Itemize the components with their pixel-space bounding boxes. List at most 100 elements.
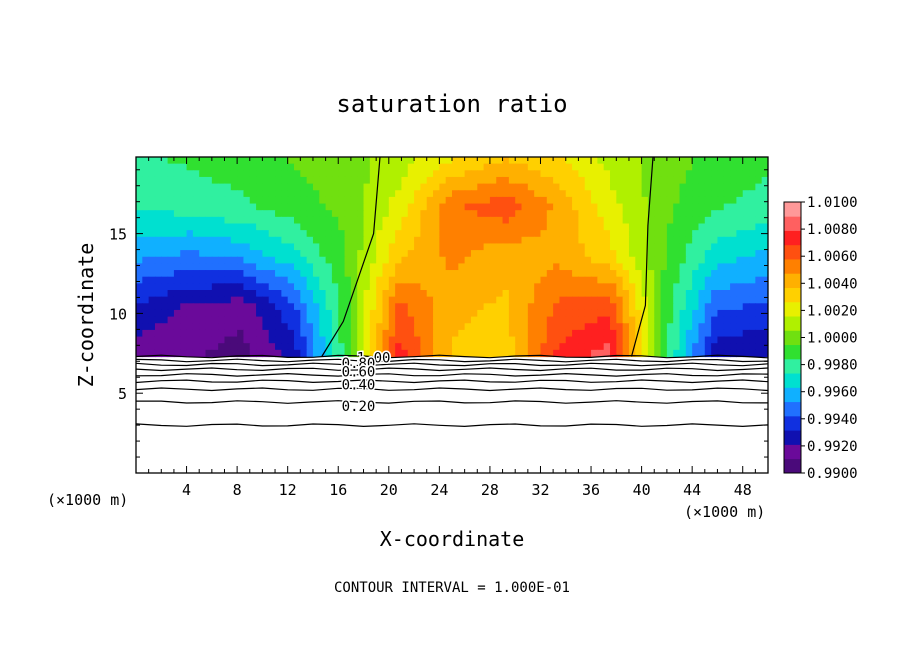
field-cell — [395, 270, 403, 278]
field-cell — [230, 230, 238, 238]
field-cell — [635, 203, 643, 211]
field-cell — [173, 236, 181, 245]
field-cell — [312, 190, 320, 198]
field-cell — [717, 216, 725, 225]
field-cell — [508, 270, 516, 278]
field-cell — [268, 270, 276, 278]
field-cell — [622, 183, 630, 191]
field-cell — [148, 203, 156, 211]
field-cell — [515, 309, 523, 318]
field-cell — [502, 250, 510, 258]
field-cell — [654, 283, 662, 291]
field-cell — [565, 163, 573, 171]
field-cell — [597, 176, 605, 185]
field-cell — [331, 243, 339, 251]
field-cell — [300, 210, 308, 218]
field-cell — [243, 176, 251, 185]
field-cell — [458, 303, 466, 311]
colorbar-swatch — [784, 316, 801, 331]
field-cell — [199, 196, 207, 205]
field-cell — [603, 316, 611, 324]
field-cell — [610, 176, 617, 185]
field-cell — [660, 157, 668, 165]
field-cell — [433, 303, 440, 311]
field-cell — [508, 176, 516, 185]
field-cell — [660, 263, 668, 271]
field-cell — [527, 163, 535, 171]
field-cell — [761, 316, 768, 324]
field-cell — [237, 276, 245, 284]
field-cell — [407, 276, 415, 284]
field-cell — [300, 183, 308, 191]
field-cell — [458, 196, 466, 205]
field-cell — [433, 203, 440, 211]
field-cell — [477, 283, 485, 291]
field-cell — [458, 183, 466, 191]
field-cell — [319, 250, 327, 258]
field-cell — [591, 343, 598, 351]
field-cell — [319, 309, 327, 318]
field-cell — [565, 230, 573, 238]
field-cell — [426, 316, 434, 324]
field-cell — [344, 163, 352, 171]
colorbar-label: 1.0000 — [807, 331, 858, 347]
field-cell — [464, 210, 472, 218]
field-cell — [597, 303, 605, 311]
field-cell — [154, 203, 162, 211]
field-cell — [496, 329, 504, 338]
field-cell — [698, 230, 706, 238]
field-cell — [300, 276, 308, 284]
colorbar-label: 1.0080 — [807, 222, 858, 238]
field-cell — [161, 309, 169, 318]
field-cell — [736, 223, 744, 231]
field-cell — [572, 190, 579, 198]
field-cell — [338, 216, 346, 225]
field-cell — [180, 190, 188, 198]
field-cell — [704, 303, 712, 311]
field-cell — [496, 250, 504, 258]
field-cell — [325, 256, 333, 264]
field-cell — [521, 316, 529, 324]
field-cell — [357, 183, 365, 191]
field-cell — [350, 210, 358, 218]
field-cell — [749, 316, 756, 324]
field-cell — [622, 163, 630, 171]
field-cell — [319, 290, 327, 298]
field-cell — [679, 329, 687, 338]
field-cell — [452, 303, 459, 311]
field-cell — [483, 190, 491, 198]
field-cell — [331, 303, 339, 311]
field-cell — [572, 323, 579, 331]
field-cell — [445, 270, 453, 278]
field-cell — [306, 283, 314, 291]
field-cell — [388, 336, 396, 344]
field-cell — [761, 176, 768, 185]
field-cell — [306, 230, 314, 238]
field-cell — [521, 190, 529, 198]
field-cell — [534, 343, 542, 351]
field-cell — [464, 157, 472, 165]
field-cell — [420, 196, 428, 205]
field-cell — [452, 256, 459, 264]
field-cell — [502, 190, 510, 198]
field-cell — [521, 323, 529, 331]
field-cell — [154, 296, 162, 304]
field-cell — [521, 183, 529, 191]
field-cell — [578, 343, 586, 351]
field-cell — [477, 329, 485, 338]
field-cell — [249, 316, 257, 324]
field-cell — [628, 290, 636, 298]
field-cell — [167, 329, 175, 338]
field-cell — [610, 250, 617, 258]
field-cell — [603, 190, 611, 198]
field-cell — [685, 203, 693, 211]
field-cell — [306, 183, 314, 191]
field-cell — [673, 250, 681, 258]
field-cell — [192, 303, 200, 311]
field-cell — [584, 329, 592, 338]
field-cell — [363, 183, 371, 191]
field-cell — [496, 183, 504, 191]
field-cell — [312, 296, 320, 304]
field-cell — [376, 250, 384, 258]
field-cell — [325, 250, 333, 258]
